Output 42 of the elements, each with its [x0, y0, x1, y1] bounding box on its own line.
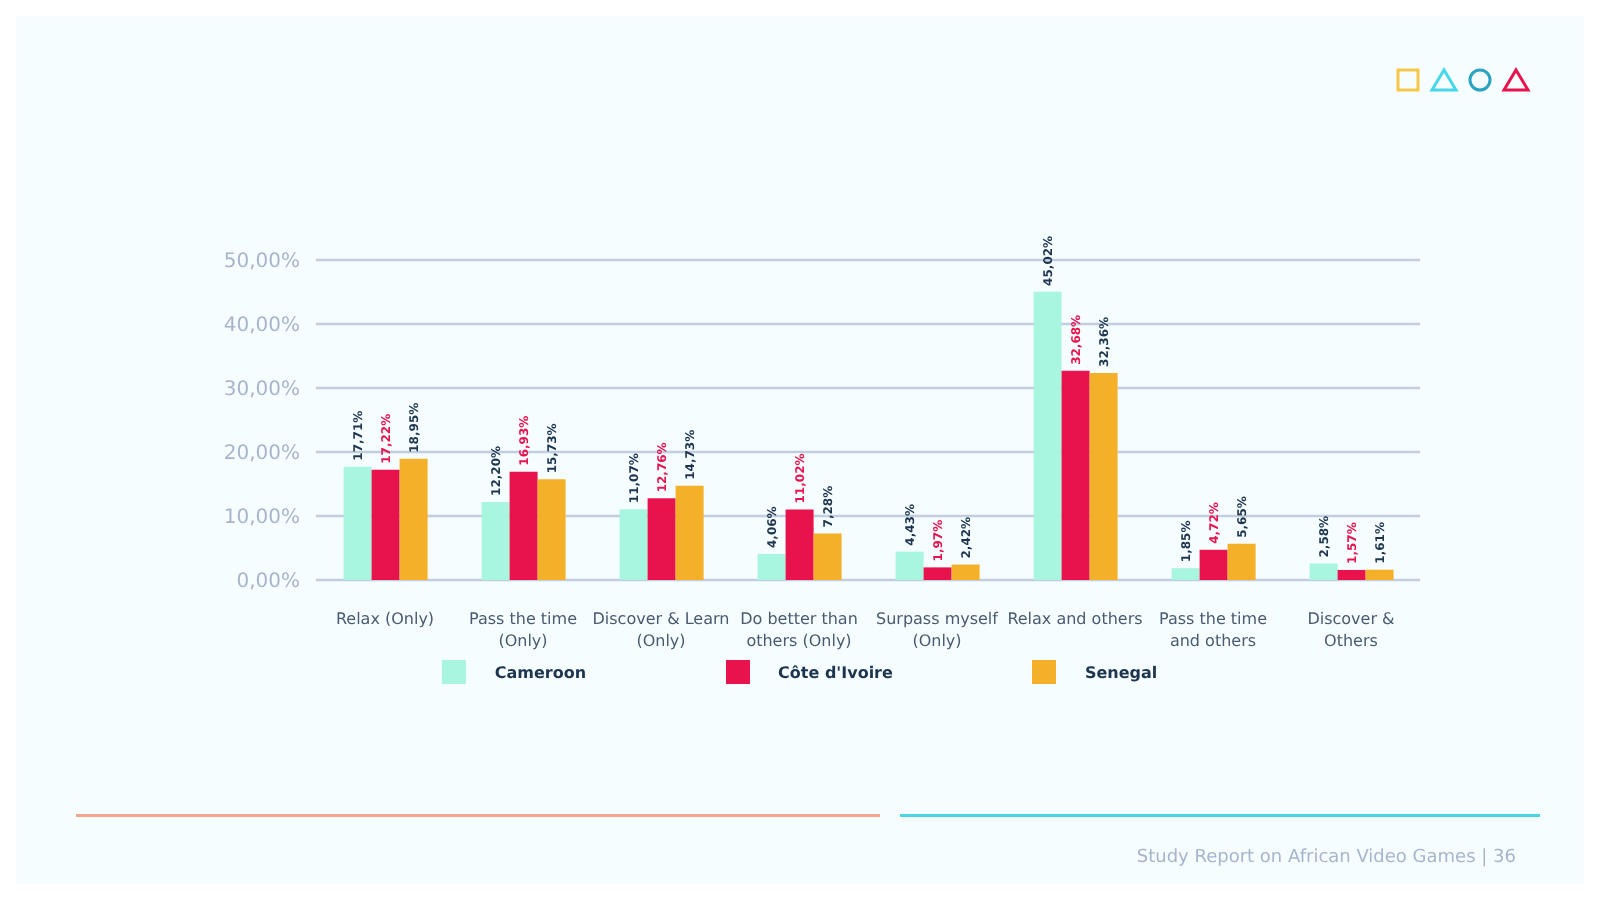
bar [1061, 370, 1090, 580]
bar [371, 469, 400, 580]
y-tick-label: 50,00% [223, 251, 300, 274]
bar [1199, 549, 1228, 580]
bar [399, 458, 428, 580]
bar [1337, 569, 1366, 580]
bar [647, 498, 676, 580]
bar [537, 479, 566, 580]
bar [675, 485, 704, 580]
legend-label: Côte d'Ivoire [778, 663, 893, 681]
x-tick-label: Relax (Only) [335, 610, 435, 628]
bar [1089, 372, 1118, 580]
x-tick-label: Relax and others [1007, 610, 1143, 628]
bar [619, 509, 648, 580]
bar [1309, 563, 1338, 580]
bar [813, 533, 842, 580]
bar [785, 509, 814, 580]
bar [757, 554, 786, 580]
y-tick-label: 30,00% [223, 379, 300, 402]
x-tick-label: Surpass myself (Only) [876, 610, 999, 650]
bar [343, 466, 372, 580]
y-tick-label: 20,00% [223, 443, 300, 466]
bar [895, 551, 924, 580]
bar [481, 501, 510, 580]
x-tick-label: Pass the time and others [1159, 610, 1268, 650]
bar [1365, 569, 1394, 580]
bar [1171, 568, 1200, 580]
bar [1033, 291, 1062, 580]
legend-label: Cameroon [494, 663, 587, 681]
bar [1227, 543, 1256, 580]
legend-label: Senegal [1084, 663, 1158, 681]
x-tick-label: Pass the time (Only) [469, 610, 578, 650]
bar [951, 564, 980, 580]
x-tick-label: Discover & Others [1307, 610, 1395, 650]
y-tick-label: 0,00% [236, 571, 300, 594]
y-tick-label: 40,00% [223, 315, 300, 338]
x-tick-label: Discover & Learn (Only) [592, 610, 730, 650]
y-tick-label: 10,00% [223, 507, 300, 530]
bar [509, 471, 538, 580]
text: Study Report on African Video Games | 36 [1136, 848, 1516, 868]
bar [923, 567, 952, 580]
x-tick-label: Do better than others (Only) [740, 610, 858, 650]
